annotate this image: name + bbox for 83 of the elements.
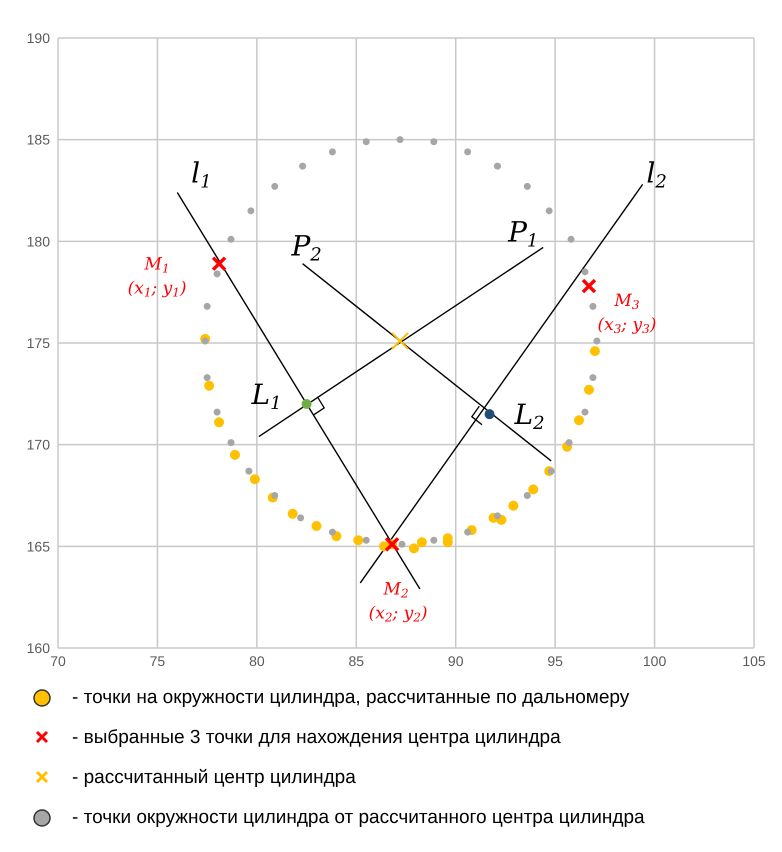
x-tick-label: 75 [150, 652, 166, 669]
x-tick-label: 85 [348, 652, 364, 669]
point [524, 182, 531, 190]
annotation: M$_{3}$ [613, 291, 640, 312]
annotation: (x$_{2}$; y$_{2}$) [368, 603, 428, 624]
annotation: (x$_{1}$; y$_{1}$) [128, 278, 187, 300]
y-tick-label: 175 [26, 334, 50, 351]
point [250, 474, 260, 484]
point [312, 521, 322, 531]
point [247, 207, 254, 214]
point [589, 374, 596, 382]
point [214, 417, 224, 428]
point [228, 439, 235, 446]
annotation: P$_{1}$ [507, 215, 538, 251]
annotation: l$_{2}$ [646, 156, 667, 192]
x-tick-label: 70 [50, 652, 66, 669]
point [593, 337, 600, 344]
point [328, 528, 336, 536]
legend-label: - рассчитанный центр цилиндра [72, 767, 356, 789]
x-tick-label: 95 [547, 652, 564, 669]
annotation: L$_{2}$ [513, 398, 545, 434]
point [546, 207, 553, 214]
point [328, 148, 336, 156]
annotation: P$_{2}$ [290, 230, 322, 266]
point [288, 508, 298, 519]
legend-label: - точки на окружности цилиндра, рассчитанные по дальномеру [72, 687, 630, 709]
point [271, 182, 278, 190]
point [508, 500, 518, 511]
point [568, 236, 575, 243]
point [302, 399, 312, 409]
x-tick-label: 105 [742, 652, 766, 669]
point [299, 162, 306, 170]
point [430, 138, 438, 146]
point [589, 302, 596, 310]
legend-label: - выбранные 3 точки для нахождения центра цилиндра [72, 727, 561, 749]
legend-label: - точки окружности цилиндра от рассчитанного центра цилиндра [72, 807, 645, 829]
point [204, 374, 211, 382]
point [396, 136, 404, 144]
point [214, 408, 221, 416]
point [214, 270, 221, 278]
point [204, 302, 211, 310]
annotation: l$_{1}$ [191, 156, 212, 192]
point [204, 380, 214, 391]
point [430, 536, 438, 544]
point [484, 409, 495, 420]
point [362, 138, 370, 146]
point [245, 468, 252, 475]
y-tick-label: 160 [26, 640, 50, 656]
annotation: (x$_{3}$; y$_{3}$) [597, 315, 656, 336]
x-tick-label: 80 [249, 652, 265, 669]
point [566, 439, 573, 446]
point [524, 492, 531, 499]
point [528, 484, 538, 494]
y-tick-label: 190 [26, 30, 50, 46]
x-tick-label: 90 [448, 652, 464, 669]
point [297, 514, 304, 522]
point [398, 540, 406, 548]
point [581, 268, 588, 276]
point [416, 537, 427, 548]
point [353, 535, 364, 546]
point [494, 162, 501, 170]
point [228, 236, 235, 243]
y-tick-label: 170 [26, 436, 50, 453]
x-tick-label: 100 [642, 652, 666, 669]
point [464, 148, 472, 156]
annotation: M$_{2}$ [382, 579, 409, 600]
point [581, 408, 588, 416]
point [494, 512, 501, 520]
point [464, 528, 472, 536]
point [271, 492, 278, 499]
annotation: L$_{1}$ [250, 378, 282, 414]
annotation: M$_{1}$ [144, 254, 170, 276]
point [408, 543, 419, 554]
y-tick-label: 180 [26, 233, 50, 250]
point [584, 384, 594, 395]
y-tick-label: 165 [26, 538, 50, 554]
point [590, 346, 600, 356]
y-tick-label: 185 [26, 132, 50, 148]
point [202, 337, 209, 344]
point [548, 468, 555, 475]
point [362, 536, 370, 544]
point [230, 450, 240, 460]
point [574, 415, 584, 426]
